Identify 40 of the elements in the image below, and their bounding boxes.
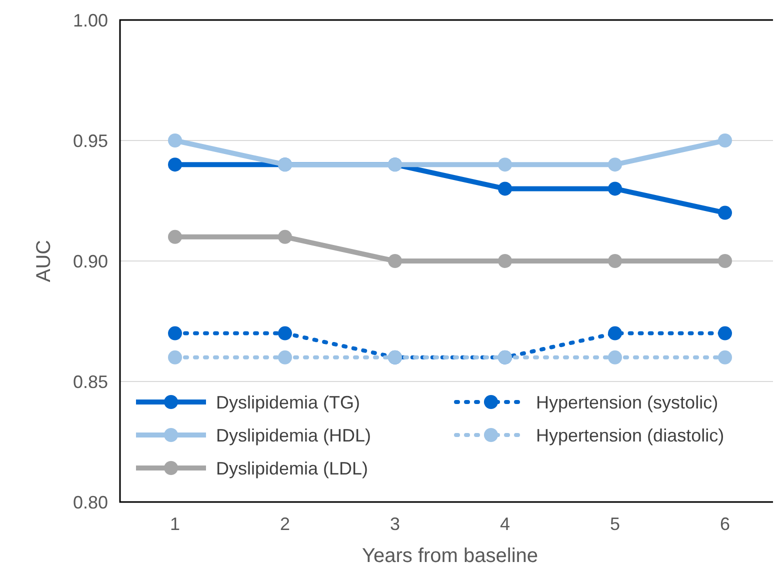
y-axis-title: AUC bbox=[33, 240, 55, 282]
legend-label: Hypertension (systolic) bbox=[536, 392, 718, 412]
point bbox=[168, 134, 182, 148]
x-axis-title: Years from baseline bbox=[362, 545, 538, 567]
point bbox=[608, 350, 622, 364]
point bbox=[278, 350, 292, 364]
point bbox=[498, 254, 512, 268]
point bbox=[718, 326, 732, 340]
point bbox=[168, 158, 182, 172]
x-tick-label: 4 bbox=[500, 514, 510, 534]
x-tick-label: 5 bbox=[610, 514, 620, 534]
point bbox=[498, 158, 512, 172]
point bbox=[608, 254, 622, 268]
point bbox=[608, 158, 622, 172]
point bbox=[718, 350, 732, 364]
point bbox=[718, 254, 732, 268]
x-tick-label: 1 bbox=[170, 514, 180, 534]
legend-label: Dyslipidemia (HDL) bbox=[216, 425, 372, 446]
y-tick-label: 0.95 bbox=[72, 130, 108, 151]
point bbox=[718, 134, 732, 148]
point bbox=[498, 182, 512, 196]
y-tick-label: 0.80 bbox=[72, 492, 108, 512]
x-tick-label: 2 bbox=[280, 514, 290, 534]
point bbox=[278, 230, 292, 244]
point bbox=[718, 206, 732, 220]
y-tick-label: 1.00 bbox=[72, 10, 108, 30]
x-tick-label: 6 bbox=[720, 514, 730, 534]
point bbox=[168, 350, 182, 364]
y-tick-label: 0.85 bbox=[72, 372, 108, 392]
y-tick-label: 0.90 bbox=[72, 251, 108, 272]
point bbox=[388, 254, 402, 268]
legend-label: Hypertension (diastolic) bbox=[536, 425, 724, 446]
point bbox=[608, 326, 622, 340]
point bbox=[168, 326, 182, 340]
legend-label: Dyslipidemia (LDL) bbox=[216, 458, 368, 478]
x-tick-label: 3 bbox=[390, 514, 400, 534]
point bbox=[278, 326, 292, 340]
point bbox=[168, 230, 182, 244]
point bbox=[608, 182, 622, 196]
legend-label: Dyslipidemia (TG) bbox=[216, 392, 360, 412]
